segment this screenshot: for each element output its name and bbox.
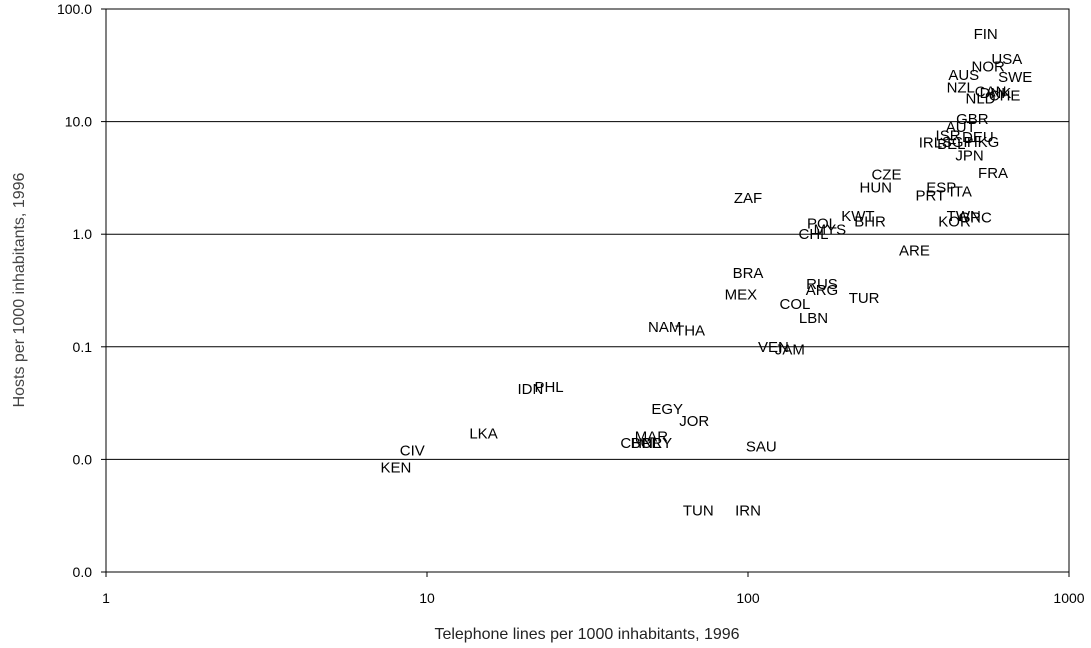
y-tick-label: 10.0 [65, 114, 92, 130]
point-usa: USA [991, 51, 1022, 68]
point-isr: ISR [936, 128, 961, 145]
y-tick-label: 1.0 [73, 226, 93, 242]
point-phl: PHL [534, 379, 563, 396]
point-aus: AUS [948, 67, 979, 84]
point-jor: JOR [679, 413, 709, 430]
axes [101, 8, 1070, 577]
x-tick-label: 1 [102, 590, 110, 606]
point-ita: ITA [950, 183, 972, 200]
x-tick-label: 1000 [1053, 590, 1084, 606]
point-hun: HUN [859, 179, 892, 196]
point-hkg: HKG [967, 134, 1000, 151]
point-jam: JAM [775, 341, 805, 358]
point-zaf: ZAF [734, 190, 762, 207]
y-tick-label: 0.0 [73, 564, 93, 580]
point-prt: PRT [916, 188, 946, 205]
point-lka: LKA [469, 425, 497, 442]
point-nld: NLD [965, 91, 995, 108]
point-chl: CHL [799, 226, 829, 243]
gridlines [106, 8, 1069, 460]
point-irl: IRL [919, 135, 942, 152]
point-twn: TWN [947, 208, 981, 225]
point-rus: RUS [806, 276, 838, 293]
point-sgp: SGP [942, 134, 974, 151]
y-axis-title: Hosts per 1000 inhabitants, 1996 [11, 172, 28, 407]
point-cze: CZE [871, 166, 901, 183]
point-chn: CHN [620, 435, 653, 452]
point-irn: IRN [735, 503, 761, 520]
point-col: COL [779, 296, 810, 313]
point-idn: IDN [518, 381, 544, 398]
point-arg: ARG [806, 282, 839, 299]
x-tick-label: 10 [419, 590, 435, 606]
point-egy: EGY [651, 401, 683, 418]
point-tha: THA [675, 322, 705, 339]
point-fin: FIN [974, 26, 998, 43]
plot-frame [105, 8, 1070, 573]
point-tun: TUN [683, 503, 714, 520]
point-nor: NOR [971, 58, 1005, 75]
point-lbn: LBN [799, 310, 828, 327]
point-tur: TUR [849, 290, 880, 307]
point-kwt: KWT [841, 208, 874, 225]
point-fra: FRA [978, 165, 1008, 182]
point-che: CHE [989, 88, 1021, 105]
point-esp: ESP [926, 179, 956, 196]
x-tick-label: 100 [736, 590, 760, 606]
point-pol: POL [807, 215, 837, 232]
point-ken: KEN [380, 459, 411, 476]
point-can: CAN [975, 84, 1007, 101]
tick-labels: 0.0 0.0 0.1 1.0 10.0 100.0 1 10 100 1000 [57, 1, 1085, 606]
point-nzl: NZL [947, 80, 975, 97]
point-aut: AUT [946, 119, 976, 136]
point-sau: SAU [746, 439, 777, 456]
point-nam: NAM [648, 319, 681, 336]
point-dnk: DNK [980, 85, 1012, 102]
point-are: ARE [899, 242, 930, 259]
point-pry: PRY [642, 435, 673, 452]
point-bhr: BHR [854, 213, 886, 230]
point-civ: CIV [400, 442, 425, 459]
point-gbr: GBR [956, 111, 989, 128]
point-swe: SWE [998, 69, 1032, 86]
point-mys: MYS [814, 222, 847, 239]
point-ven: VEN [758, 339, 789, 356]
x-axis-title: Telephone lines per 1000 inhabitants, 19… [434, 626, 739, 643]
y-tick-label: 100.0 [57, 1, 92, 17]
point-jpn: JPN [955, 147, 983, 164]
point-deu: DEU [962, 129, 994, 146]
y-tick-label: 0.1 [73, 339, 93, 355]
y-tick-label: 0.0 [73, 451, 93, 467]
point-bra: BRA [733, 265, 764, 282]
point-grc: GRC [958, 210, 992, 227]
point-kor: KOR [938, 213, 971, 230]
point-mex: MEX [725, 287, 758, 304]
point-bol: BOL [631, 435, 661, 452]
point-bel: BEL [937, 136, 965, 153]
point-mar: MAR [635, 428, 669, 445]
